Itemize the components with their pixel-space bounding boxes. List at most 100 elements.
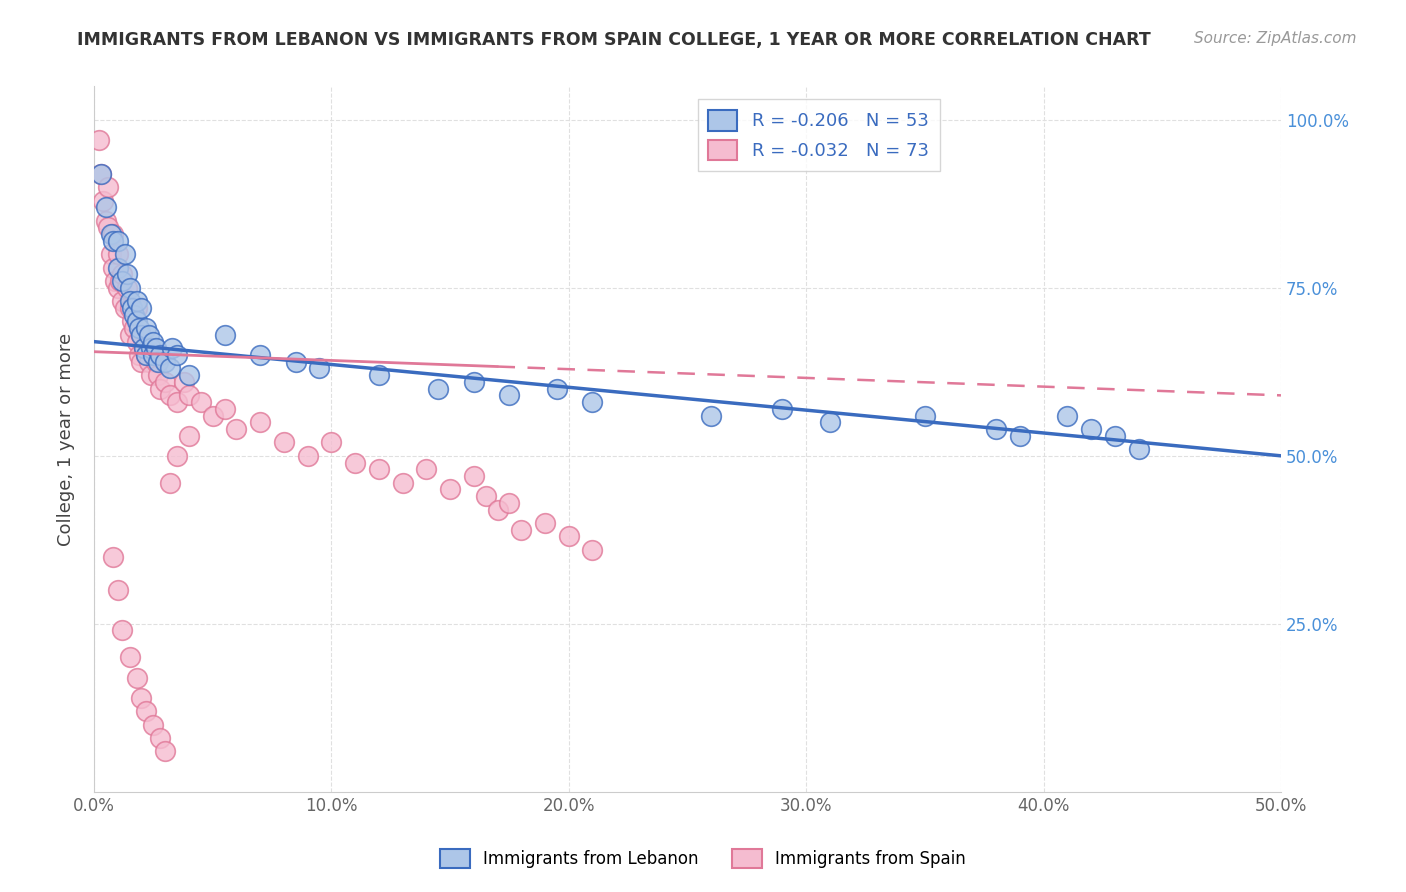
Point <box>201 409 224 423</box>
Point <box>498 496 520 510</box>
Point <box>249 348 271 362</box>
Point <box>125 301 148 315</box>
Point <box>142 348 165 362</box>
Point <box>1008 428 1031 442</box>
Point <box>700 409 723 423</box>
Point <box>367 368 389 383</box>
Point <box>145 355 167 369</box>
Point <box>474 489 496 503</box>
Point <box>125 314 148 328</box>
Point <box>427 382 450 396</box>
Point <box>138 355 160 369</box>
Point <box>115 281 138 295</box>
Point <box>131 690 153 705</box>
Point <box>125 334 148 349</box>
Point <box>249 415 271 429</box>
Point <box>101 234 124 248</box>
Point <box>1104 428 1126 442</box>
Point <box>107 247 129 261</box>
Point <box>190 395 212 409</box>
Point <box>124 308 146 322</box>
Point <box>131 355 153 369</box>
Point <box>149 382 172 396</box>
Point <box>1056 409 1078 423</box>
Point <box>138 327 160 342</box>
Point <box>344 456 367 470</box>
Point <box>463 469 485 483</box>
Point <box>142 717 165 731</box>
Point <box>107 260 129 275</box>
Point <box>118 650 141 665</box>
Point <box>166 395 188 409</box>
Point <box>321 435 343 450</box>
Point <box>135 348 157 362</box>
Point <box>114 301 136 315</box>
Point <box>1080 422 1102 436</box>
Point <box>125 671 148 685</box>
Y-axis label: College, 1 year or more: College, 1 year or more <box>58 333 75 546</box>
Point <box>498 388 520 402</box>
Point <box>93 194 115 208</box>
Point <box>111 268 134 282</box>
Text: IMMIGRANTS FROM LEBANON VS IMMIGRANTS FROM SPAIN COLLEGE, 1 YEAR OR MORE CORRELA: IMMIGRANTS FROM LEBANON VS IMMIGRANTS FR… <box>77 31 1152 49</box>
Point <box>439 483 461 497</box>
Point <box>94 213 117 227</box>
Point <box>128 348 150 362</box>
Point <box>177 428 200 442</box>
Point <box>131 327 153 342</box>
Point <box>104 274 127 288</box>
Point <box>415 462 437 476</box>
Point <box>149 348 172 362</box>
Point <box>284 355 307 369</box>
Point <box>100 247 122 261</box>
Point <box>114 247 136 261</box>
Point <box>166 449 188 463</box>
Point <box>139 342 162 356</box>
Point <box>308 361 330 376</box>
Text: Source: ZipAtlas.com: Source: ZipAtlas.com <box>1194 31 1357 46</box>
Point <box>159 475 181 490</box>
Point <box>90 167 112 181</box>
Point <box>984 422 1007 436</box>
Point <box>124 321 146 335</box>
Point <box>108 274 131 288</box>
Point <box>818 415 841 429</box>
Point <box>510 523 533 537</box>
Point <box>118 327 141 342</box>
Point <box>546 382 568 396</box>
Point <box>118 281 141 295</box>
Point <box>111 274 134 288</box>
Point <box>142 348 165 362</box>
Point <box>101 549 124 564</box>
Point <box>145 342 167 356</box>
Point <box>146 355 169 369</box>
Point <box>159 388 181 402</box>
Point <box>486 502 509 516</box>
Legend: Immigrants from Lebanon, Immigrants from Spain: Immigrants from Lebanon, Immigrants from… <box>433 842 973 875</box>
Point <box>118 294 141 309</box>
Point <box>121 314 143 328</box>
Point <box>135 321 157 335</box>
Point <box>131 301 153 315</box>
Point <box>97 180 120 194</box>
Point <box>146 368 169 383</box>
Point <box>111 624 134 638</box>
Point <box>153 355 176 369</box>
Point <box>101 260 124 275</box>
Point <box>1128 442 1150 456</box>
Point <box>107 583 129 598</box>
Point <box>101 227 124 241</box>
Point <box>100 227 122 241</box>
Point <box>139 368 162 383</box>
Point <box>463 375 485 389</box>
Point <box>128 321 150 335</box>
Point <box>177 368 200 383</box>
Point <box>153 375 176 389</box>
Point <box>273 435 295 450</box>
Point <box>118 301 141 315</box>
Point <box>914 409 936 423</box>
Point <box>107 234 129 248</box>
Point <box>558 529 581 543</box>
Point <box>297 449 319 463</box>
Point <box>135 348 157 362</box>
